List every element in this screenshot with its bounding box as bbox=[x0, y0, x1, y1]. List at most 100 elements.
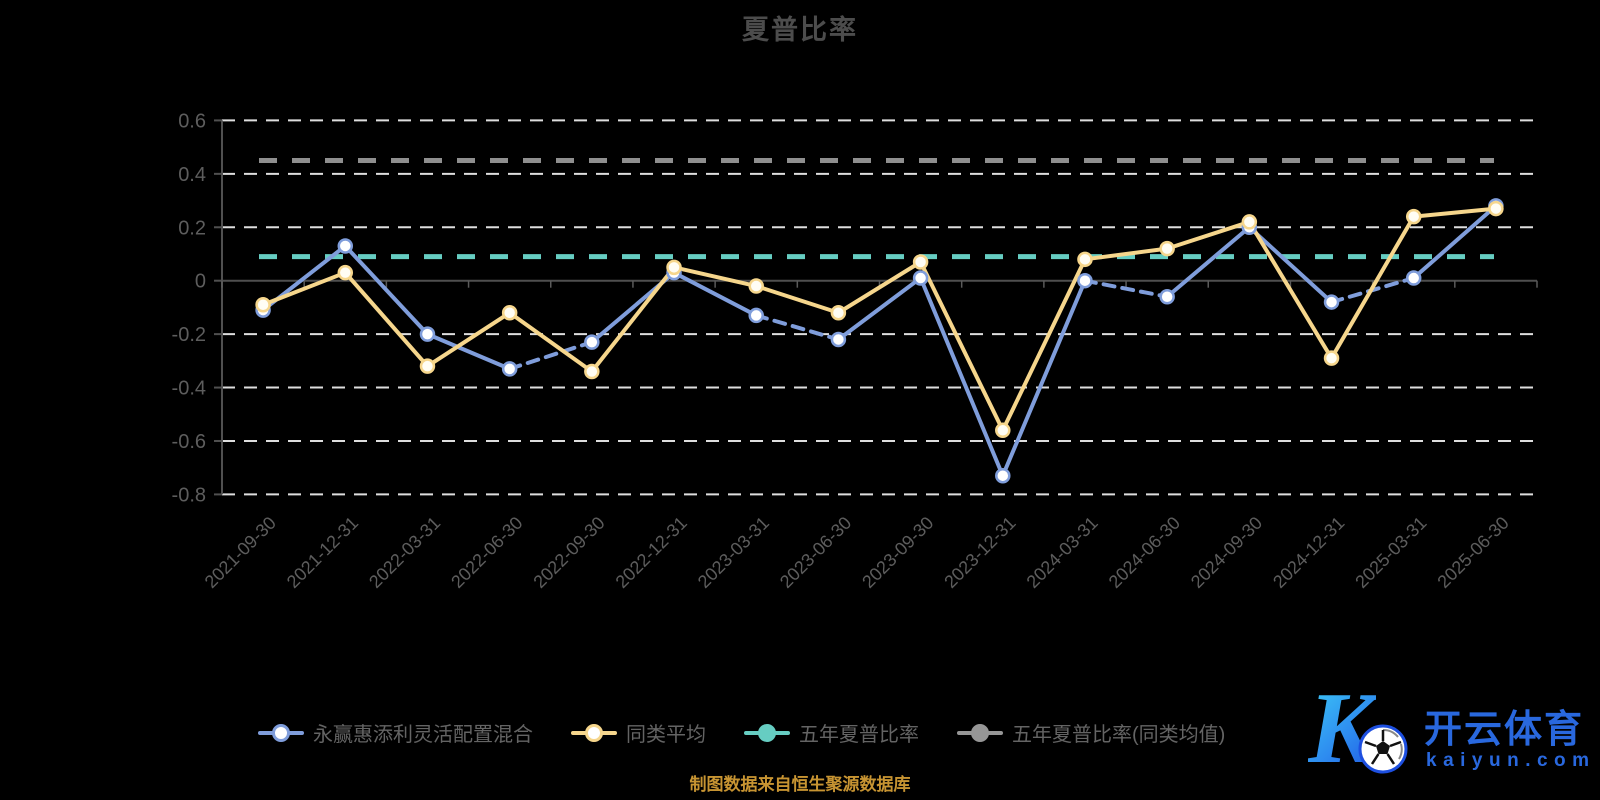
data-point[interactable] bbox=[830, 331, 847, 348]
x-tick-label: 2022-03-31 bbox=[365, 513, 444, 592]
series-line-segment bbox=[672, 270, 759, 318]
series-line-segment bbox=[1411, 206, 1498, 219]
data-point[interactable] bbox=[1159, 240, 1175, 257]
data-point[interactable] bbox=[1077, 272, 1093, 289]
series-line-segment bbox=[1165, 219, 1252, 251]
legend-item-5y-sharpe[interactable]: 五年夏普比率 bbox=[744, 718, 919, 747]
series-line-segment bbox=[507, 340, 594, 371]
soccer-ball-icon bbox=[1358, 724, 1408, 774]
data-point[interactable] bbox=[337, 238, 354, 254]
series-line-segment bbox=[754, 284, 841, 315]
data-point[interactable] bbox=[337, 264, 354, 281]
series-line-segment bbox=[343, 270, 430, 369]
chart-legend: 永赢惠添利灵活配置混合 同类平均 五年夏普比率 五年夏普比率(同类均值) bbox=[258, 718, 1225, 747]
x-tick-label: 2025-03-31 bbox=[1351, 513, 1430, 592]
data-point[interactable] bbox=[1488, 200, 1504, 217]
series-line-segment bbox=[1000, 257, 1087, 433]
legend-label: 永赢惠添利灵活配置混合 bbox=[313, 724, 533, 746]
x-tick-label: 2023-09-30 bbox=[858, 513, 937, 592]
legend-label: 五年夏普比率 bbox=[799, 724, 919, 746]
legend-label: 五年夏普比率(同类均值) bbox=[1012, 724, 1226, 746]
legend-item-5y-sharpe-category-mean[interactable]: 五年夏普比率(同类均值) bbox=[957, 718, 1225, 747]
legend-item-fund[interactable]: 永赢惠添利灵活配置混合 bbox=[258, 718, 533, 747]
data-point[interactable] bbox=[1077, 251, 1093, 268]
data-point[interactable] bbox=[501, 361, 518, 377]
data-point[interactable] bbox=[912, 254, 929, 270]
data-point[interactable] bbox=[1159, 288, 1175, 305]
data-point[interactable] bbox=[419, 326, 436, 342]
kaiyun-brand-name: 开云体育 bbox=[1424, 709, 1585, 751]
data-point[interactable] bbox=[912, 270, 929, 286]
x-tick-label: 2025-06-30 bbox=[1433, 513, 1512, 592]
series-line-segment bbox=[918, 260, 1005, 433]
x-tick-label: 2024-03-31 bbox=[1023, 513, 1102, 592]
y-tick-label: -0.6 bbox=[172, 431, 206, 453]
series-line-segment bbox=[754, 313, 841, 342]
data-point[interactable] bbox=[830, 305, 847, 321]
series-line-segment bbox=[672, 265, 759, 289]
y-tick-label: -0.8 bbox=[172, 484, 206, 506]
series-line-segment bbox=[507, 310, 594, 374]
x-tick-label: 2023-06-30 bbox=[776, 513, 855, 592]
legend-marker-line-icon bbox=[571, 723, 617, 742]
y-tick-label: -0.2 bbox=[172, 324, 206, 346]
chart-title: 夏普比率 bbox=[742, 15, 858, 45]
series-line-segment bbox=[836, 276, 923, 342]
data-point[interactable] bbox=[748, 307, 764, 324]
data-point[interactable] bbox=[1323, 350, 1340, 366]
series-line-segment bbox=[1082, 278, 1170, 299]
x-tick-label: 2024-09-30 bbox=[1187, 513, 1266, 592]
x-tick-label: 2022-09-30 bbox=[529, 513, 608, 592]
data-point[interactable] bbox=[419, 358, 436, 374]
legend-marker-line-icon bbox=[744, 723, 790, 742]
series-line-segment bbox=[261, 270, 348, 307]
x-tick-label: 2023-12-31 bbox=[940, 513, 1019, 592]
x-tick-label: 2023-03-31 bbox=[694, 513, 773, 592]
series-line-segment bbox=[425, 310, 512, 369]
kaiyun-domain: kaiyun.com bbox=[1426, 750, 1596, 771]
data-point[interactable] bbox=[995, 467, 1011, 484]
x-tick-label: 2022-12-31 bbox=[612, 513, 691, 592]
y-tick-label: 0.4 bbox=[178, 164, 206, 186]
y-tick-label: 0 bbox=[195, 271, 206, 293]
data-point[interactable] bbox=[1323, 294, 1340, 310]
y-tick-label: 0.6 bbox=[178, 110, 206, 132]
data-point[interactable] bbox=[584, 363, 600, 380]
series-line-segment bbox=[1082, 246, 1170, 262]
series-line-segment bbox=[1000, 278, 1087, 478]
legend-item-category-average[interactable]: 同类平均 bbox=[571, 718, 706, 747]
series-line-segment bbox=[1165, 225, 1252, 299]
data-point[interactable] bbox=[584, 334, 600, 350]
series-line-segment bbox=[918, 276, 1005, 478]
series-line-segment bbox=[1247, 219, 1334, 361]
series-line-segment bbox=[343, 243, 430, 337]
x-tick-label: 2021-12-31 bbox=[283, 513, 362, 592]
x-tick-label: 2024-06-30 bbox=[1105, 513, 1184, 592]
series-line-segment bbox=[425, 332, 512, 371]
y-tick-label: 0.2 bbox=[178, 217, 206, 239]
data-point[interactable] bbox=[748, 278, 764, 294]
x-tick-label: 2024-12-31 bbox=[1269, 513, 1348, 592]
legend-label: 同类平均 bbox=[626, 724, 706, 746]
source-caption: 制图数据来自恒生聚源数据库 bbox=[689, 775, 911, 794]
legend-marker-line-icon bbox=[258, 723, 304, 742]
x-tick-label: 2022-06-30 bbox=[447, 513, 526, 592]
series-line-segment bbox=[1411, 203, 1498, 281]
data-point[interactable] bbox=[1405, 208, 1422, 225]
data-point[interactable] bbox=[501, 305, 518, 321]
series-line-segment bbox=[836, 260, 923, 315]
series-line-segment bbox=[1329, 214, 1416, 361]
data-point[interactable] bbox=[666, 259, 682, 276]
y-tick-label: -0.4 bbox=[172, 378, 206, 400]
data-point[interactable] bbox=[995, 422, 1011, 439]
series-line-segment bbox=[589, 265, 677, 374]
data-point[interactable] bbox=[1241, 214, 1258, 230]
data-point[interactable] bbox=[1405, 270, 1422, 286]
kaiyun-watermark: K 开云体育 kaiyun.com bbox=[1296, 674, 1600, 800]
data-point[interactable] bbox=[255, 296, 271, 313]
x-tick-label: 2021-09-30 bbox=[201, 513, 280, 592]
legend-marker-line-icon bbox=[957, 723, 1003, 742]
series-line-segment bbox=[1247, 225, 1334, 305]
